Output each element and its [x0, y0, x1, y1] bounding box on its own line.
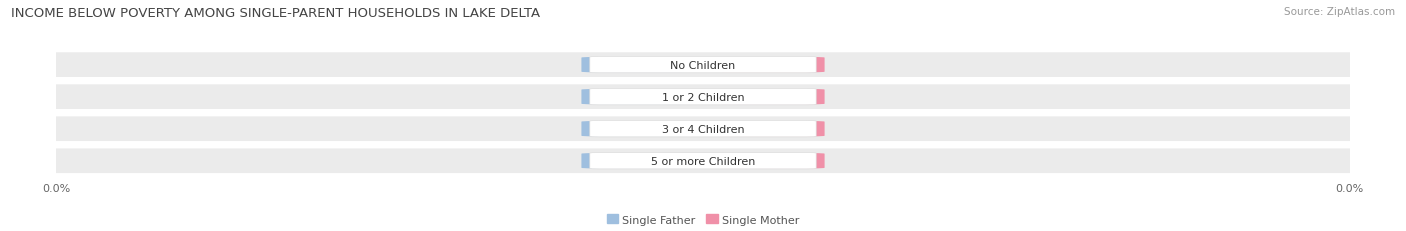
Text: INCOME BELOW POVERTY AMONG SINGLE-PARENT HOUSEHOLDS IN LAKE DELTA: INCOME BELOW POVERTY AMONG SINGLE-PARENT… — [11, 7, 540, 20]
FancyBboxPatch shape — [49, 85, 1357, 109]
FancyBboxPatch shape — [591, 153, 815, 169]
FancyBboxPatch shape — [717, 153, 824, 169]
FancyBboxPatch shape — [717, 122, 824, 137]
FancyBboxPatch shape — [49, 117, 1357, 141]
Text: No Children: No Children — [671, 60, 735, 70]
FancyBboxPatch shape — [582, 122, 689, 137]
Legend: Single Father, Single Mother: Single Father, Single Mother — [602, 210, 804, 229]
Text: 0.0%: 0.0% — [758, 124, 785, 134]
FancyBboxPatch shape — [591, 89, 815, 105]
FancyBboxPatch shape — [591, 121, 815, 137]
Text: 0.0%: 0.0% — [621, 60, 648, 70]
Text: 5 or more Children: 5 or more Children — [651, 156, 755, 166]
FancyBboxPatch shape — [49, 149, 1357, 173]
FancyBboxPatch shape — [717, 90, 824, 105]
FancyBboxPatch shape — [591, 57, 815, 73]
Text: 0.0%: 0.0% — [758, 156, 785, 166]
Text: 0.0%: 0.0% — [621, 92, 648, 102]
Text: 0.0%: 0.0% — [621, 156, 648, 166]
Text: Source: ZipAtlas.com: Source: ZipAtlas.com — [1284, 7, 1395, 17]
FancyBboxPatch shape — [49, 53, 1357, 78]
Text: 1 or 2 Children: 1 or 2 Children — [662, 92, 744, 102]
Text: 3 or 4 Children: 3 or 4 Children — [662, 124, 744, 134]
Text: 0.0%: 0.0% — [621, 124, 648, 134]
FancyBboxPatch shape — [717, 58, 824, 73]
FancyBboxPatch shape — [582, 90, 689, 105]
FancyBboxPatch shape — [582, 153, 689, 169]
FancyBboxPatch shape — [582, 58, 689, 73]
Text: 0.0%: 0.0% — [758, 92, 785, 102]
Text: 0.0%: 0.0% — [758, 60, 785, 70]
